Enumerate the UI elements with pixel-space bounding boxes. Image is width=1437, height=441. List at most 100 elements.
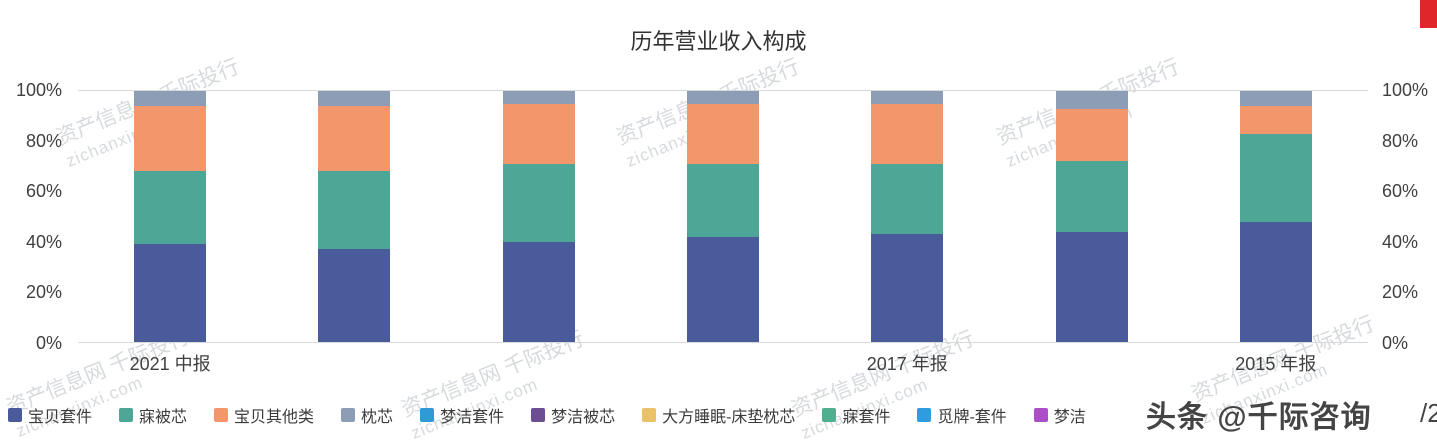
legend-swatch: [822, 408, 837, 422]
x-tick-label: [631, 350, 815, 376]
legend-item: 大方睡眠-床垫枕芯: [642, 403, 795, 427]
x-tick-label: [447, 350, 631, 376]
bar-segment-宝贝其他类: [134, 106, 207, 172]
legend-label: 寐被芯: [139, 409, 188, 426]
chart-title: 历年营业收入构成: [630, 29, 807, 54]
x-tick-label: 2021 中报: [129, 354, 211, 374]
bar-segment-宝贝套件: [871, 234, 944, 342]
legend-item: 梦洁套件: [420, 403, 504, 427]
bar-segment-宝贝其他类: [502, 103, 575, 164]
legend-swatch: [119, 408, 134, 422]
bar-segment-寐被芯: [134, 171, 207, 245]
legend-label: 大方睡眠-床垫枕芯: [662, 409, 796, 426]
legend-swatch: [1033, 408, 1048, 422]
bar-slot: [1184, 91, 1368, 342]
stacked-bar: [1239, 91, 1312, 342]
bar-slot: [815, 91, 999, 342]
y-tick-label: 0%: [35, 333, 62, 353]
plot-area: [78, 90, 1368, 343]
bar-segment-枕芯: [134, 91, 207, 107]
legend-swatch: [420, 408, 435, 422]
legend-item: 寐套件: [822, 403, 890, 427]
bar-segment-枕芯: [1239, 91, 1312, 107]
stacked-bar: [871, 91, 944, 342]
y-tick-label: 60%: [25, 181, 62, 202]
bar-segment-宝贝其他类: [686, 103, 759, 164]
stacked-bar: [318, 91, 391, 342]
y-tick-label: 100%: [1382, 80, 1429, 100]
y-tick-label: 0%: [1382, 333, 1409, 353]
bar-segment-寐被芯: [502, 163, 575, 242]
legend-swatch: [341, 408, 356, 422]
bar-segment-枕芯: [1055, 91, 1128, 109]
legend-swatch: [8, 408, 22, 422]
legend-item: 宝贝其他类: [214, 403, 314, 427]
legend-label: 寐套件: [842, 409, 891, 426]
bar-segment-枕芯: [318, 91, 391, 107]
bar-segment-宝贝套件: [134, 244, 207, 342]
x-tick-label: 2015 年报: [1235, 354, 1317, 374]
bar-slot: [78, 91, 262, 342]
legend-label: 觅牌-套件: [937, 409, 1007, 426]
stacked-bar: [134, 91, 207, 342]
x-tick-label: [262, 350, 446, 376]
bar-segment-宝贝套件: [318, 249, 391, 342]
y-axis-left: 0% 20% 40% 60% 80% 100%: [0, 81, 68, 352]
y-tick-label: 80%: [1382, 130, 1419, 151]
bar-segment-寐被芯: [1239, 133, 1312, 222]
bar-slot: [262, 91, 446, 342]
bar-segment-枕芯: [686, 91, 759, 104]
bar-slot: [447, 91, 631, 342]
bar-segment-枕芯: [871, 91, 944, 104]
toutiao-watermark: 头条 @千际咨询: [1146, 401, 1372, 434]
legend-item: 梦洁被芯: [531, 403, 615, 427]
stacked-bar: [686, 91, 759, 342]
legend-swatch: [214, 408, 229, 422]
legend-item: 枕芯: [341, 403, 393, 427]
legend-label: 梦洁被芯: [551, 409, 616, 426]
legend-swatch: [531, 408, 546, 422]
y-tick-label: 40%: [1382, 231, 1419, 252]
x-tick-label: [999, 350, 1183, 376]
bar-segment-宝贝其他类: [318, 106, 391, 172]
y-tick-label: 20%: [25, 282, 62, 303]
legend-label: 梦洁: [1053, 409, 1086, 426]
legend-item: 梦洁: [1033, 403, 1086, 427]
bar-segment-寐被芯: [871, 163, 944, 235]
stacked-bar: [1055, 91, 1128, 342]
legend-label: 宝贝其他类: [234, 409, 315, 426]
legend-item: 寐被芯: [119, 403, 187, 427]
legend: 宝贝套件 寐被芯 宝贝其他类 枕芯 梦洁套件 梦洁被芯 大方睡眠-床垫枕芯 寐套件 觅牌-套件 梦…: [8, 403, 1086, 427]
bar-segment-宝贝套件: [1239, 221, 1312, 342]
bar-segment-宝贝套件: [502, 241, 575, 342]
bar-segment-枕芯: [502, 91, 575, 104]
page-indicator: /2: [1420, 398, 1437, 428]
bar-segment-宝贝其他类: [1239, 106, 1312, 134]
legend-swatch: [917, 408, 932, 422]
bar-segment-寐被芯: [1055, 161, 1128, 232]
y-tick-label: 20%: [1382, 282, 1419, 303]
bar-slot: [631, 91, 815, 342]
legend-label: 宝贝套件: [28, 409, 93, 426]
bar-segment-宝贝其他类: [871, 103, 944, 164]
corner-red-badge: [1420, 0, 1437, 28]
y-tick-label: 60%: [1382, 181, 1419, 202]
legend-label: 枕芯: [361, 409, 394, 426]
y-tick-label: 80%: [25, 130, 62, 151]
legend-item: 宝贝套件: [8, 403, 92, 427]
y-tick-label: 100%: [15, 80, 62, 100]
bar-segment-宝贝套件: [1055, 231, 1128, 342]
y-axis-right: 0% 20% 40% 60% 80% 100%: [1378, 81, 1437, 352]
legend-label: 梦洁套件: [440, 409, 505, 426]
legend-item: 觅牌-套件: [917, 403, 1007, 427]
stacked-bar: [502, 91, 575, 342]
legend-swatch: [642, 408, 657, 422]
y-tick-label: 40%: [25, 231, 62, 252]
x-tick-label: 2017 年报: [866, 354, 948, 374]
bar-slot: [999, 91, 1183, 342]
bar-segment-宝贝套件: [686, 236, 759, 342]
x-axis-labels: 2021 中报 2017 年报 2015 年报: [78, 350, 1368, 376]
bar-segment-寐被芯: [686, 163, 759, 237]
bar-segment-寐被芯: [318, 171, 391, 250]
